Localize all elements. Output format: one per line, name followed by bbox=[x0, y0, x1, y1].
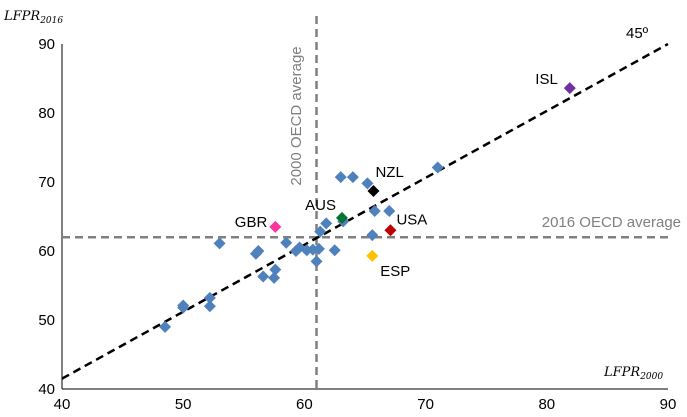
data-point bbox=[383, 204, 396, 217]
data-point bbox=[312, 242, 325, 255]
data-point bbox=[368, 204, 381, 217]
point-esp bbox=[366, 249, 379, 262]
oecd-2000-average-label: 2000 OECD average bbox=[288, 46, 305, 185]
point-label-usa: USA bbox=[396, 211, 427, 228]
data-points bbox=[159, 82, 576, 333]
data-point bbox=[280, 236, 293, 249]
y-axis-title-main: LFPR bbox=[3, 9, 40, 24]
data-point bbox=[346, 171, 359, 184]
data-point bbox=[252, 245, 265, 257]
data-point bbox=[159, 320, 172, 333]
point-gbr bbox=[269, 220, 282, 233]
point-label-aus: AUS bbox=[305, 197, 336, 214]
data-point bbox=[268, 271, 281, 284]
point-aus bbox=[335, 211, 348, 224]
data-point bbox=[328, 244, 341, 257]
data-point bbox=[320, 217, 333, 230]
data-point bbox=[257, 270, 270, 283]
x-tick-label: 70 bbox=[417, 396, 434, 413]
x-tick-label: 80 bbox=[538, 396, 555, 413]
y-tick-label: 70 bbox=[38, 174, 55, 191]
plot-area: 40 50 60 70 80 90 40 50 60 70 80 90 ISL NZL AUS USA GB… bbox=[3, 9, 681, 413]
x-tick-label: 60 bbox=[296, 396, 313, 413]
data-point bbox=[213, 237, 226, 250]
point-label-nzl: NZL bbox=[375, 164, 403, 181]
data-point bbox=[431, 161, 444, 174]
y-tick-label: 40 bbox=[38, 381, 55, 398]
x-tick-label: 40 bbox=[54, 396, 71, 413]
point-isl bbox=[563, 82, 576, 95]
oecd-2016-average-label: 2016 OECD average bbox=[542, 214, 681, 231]
45-degree-line bbox=[61, 42, 669, 380]
y-tick-labels: 40 50 60 70 80 90 bbox=[38, 36, 55, 398]
point-nzl bbox=[367, 184, 380, 197]
point-label-isl: ISL bbox=[535, 71, 558, 88]
data-point bbox=[203, 291, 216, 304]
data-point bbox=[334, 171, 347, 184]
point-label-gbr: GBR bbox=[235, 214, 268, 231]
y-tick-label: 60 bbox=[38, 243, 55, 260]
x-tick-label: 90 bbox=[660, 396, 677, 413]
diagonal-label: 45º bbox=[626, 25, 649, 42]
y-axis-title-sub: 2016 bbox=[39, 16, 63, 26]
y-tick-label: 50 bbox=[38, 312, 55, 329]
x-axis-title: LFPR2000 bbox=[603, 365, 663, 382]
data-point bbox=[177, 299, 190, 312]
point-label-esp: ESP bbox=[380, 263, 410, 280]
data-point bbox=[314, 225, 327, 238]
x-axis-title-main: LFPR bbox=[603, 365, 640, 380]
point-labels: ISL NZL AUS USA GBR ESP bbox=[235, 71, 558, 280]
data-point bbox=[203, 300, 216, 313]
data-point bbox=[310, 255, 323, 268]
point-usa bbox=[384, 224, 397, 237]
x-tick-label: 50 bbox=[175, 396, 192, 413]
x-tick-labels: 40 50 60 70 80 90 bbox=[54, 396, 677, 413]
data-point bbox=[361, 177, 374, 190]
y-tick-label: 90 bbox=[38, 36, 55, 53]
data-point bbox=[269, 263, 282, 276]
x-axis-title-sub: 2000 bbox=[639, 372, 663, 382]
data-point bbox=[366, 229, 379, 242]
y-axis-title: LFPR2016 bbox=[3, 9, 63, 26]
y-tick-label: 80 bbox=[38, 105, 55, 122]
